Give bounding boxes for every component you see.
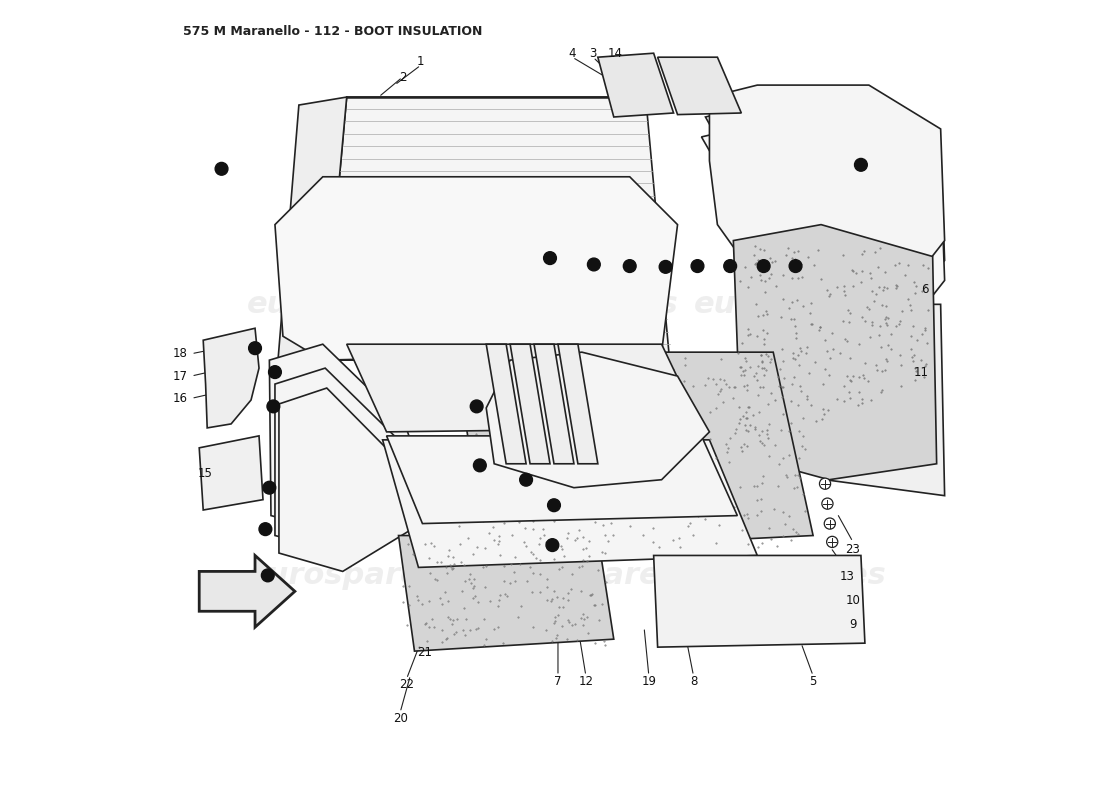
Polygon shape (705, 105, 945, 324)
Circle shape (519, 474, 532, 486)
Text: 7: 7 (554, 675, 562, 688)
Text: eurospares: eurospares (486, 290, 679, 319)
Text: 2: 2 (399, 70, 406, 84)
Polygon shape (658, 57, 741, 114)
Text: 20: 20 (393, 712, 408, 726)
Polygon shape (558, 344, 597, 464)
Polygon shape (653, 555, 865, 647)
Polygon shape (597, 54, 673, 117)
Circle shape (824, 518, 835, 529)
Circle shape (263, 482, 276, 494)
Text: 5: 5 (810, 675, 817, 688)
Polygon shape (398, 535, 614, 651)
Text: 8: 8 (690, 675, 697, 688)
Text: 12: 12 (579, 675, 593, 688)
Circle shape (473, 459, 486, 472)
Circle shape (624, 260, 636, 273)
Polygon shape (535, 344, 574, 464)
Circle shape (826, 536, 838, 547)
Circle shape (724, 260, 737, 273)
Text: eurospares: eurospares (693, 561, 887, 590)
Text: 18: 18 (173, 347, 187, 360)
Text: 22: 22 (399, 678, 414, 691)
Text: eurospares: eurospares (248, 290, 440, 319)
Circle shape (548, 499, 560, 512)
Polygon shape (346, 344, 702, 432)
Circle shape (587, 258, 601, 271)
Circle shape (471, 400, 483, 413)
Polygon shape (486, 352, 710, 488)
Polygon shape (199, 436, 263, 510)
Text: 16: 16 (173, 392, 187, 405)
Circle shape (546, 538, 559, 551)
Polygon shape (322, 97, 670, 360)
Polygon shape (199, 555, 295, 627)
Text: eurospares: eurospares (248, 561, 440, 590)
Text: 4: 4 (569, 46, 576, 60)
Polygon shape (275, 177, 678, 360)
Polygon shape (275, 368, 422, 553)
Text: 3: 3 (590, 46, 596, 60)
Text: 15: 15 (198, 467, 213, 480)
Text: 23: 23 (846, 543, 860, 556)
Circle shape (543, 252, 557, 265)
Text: 14: 14 (608, 46, 623, 60)
Circle shape (691, 260, 704, 273)
Polygon shape (277, 97, 346, 368)
Circle shape (216, 162, 228, 175)
Polygon shape (386, 436, 737, 523)
Polygon shape (204, 328, 258, 428)
Circle shape (258, 522, 272, 535)
Text: 6: 6 (921, 283, 928, 297)
Text: 11: 11 (913, 366, 928, 378)
Circle shape (855, 158, 867, 171)
Polygon shape (270, 344, 427, 535)
Polygon shape (383, 440, 757, 567)
Polygon shape (454, 352, 813, 551)
Text: 9: 9 (849, 618, 857, 631)
Text: 13: 13 (840, 570, 855, 583)
Text: eurospares: eurospares (693, 290, 887, 319)
Circle shape (820, 478, 830, 490)
Circle shape (267, 400, 279, 413)
Polygon shape (710, 85, 945, 304)
Text: 1: 1 (417, 55, 425, 69)
Circle shape (789, 260, 802, 273)
Circle shape (249, 342, 262, 354)
Polygon shape (821, 304, 945, 496)
Polygon shape (510, 344, 550, 464)
Circle shape (262, 569, 274, 582)
Polygon shape (734, 225, 937, 480)
Circle shape (659, 261, 672, 274)
Polygon shape (279, 388, 418, 571)
Polygon shape (486, 344, 526, 464)
Polygon shape (702, 125, 945, 344)
Text: 19: 19 (641, 675, 657, 688)
Text: 21: 21 (417, 646, 432, 659)
Text: eurospares: eurospares (486, 561, 679, 590)
Text: 10: 10 (846, 594, 860, 607)
Text: 575 M Maranello - 112 - BOOT INSULATION: 575 M Maranello - 112 - BOOT INSULATION (184, 26, 483, 38)
Circle shape (822, 498, 833, 510)
Text: 17: 17 (173, 370, 187, 382)
Circle shape (757, 260, 770, 273)
Circle shape (268, 366, 282, 378)
